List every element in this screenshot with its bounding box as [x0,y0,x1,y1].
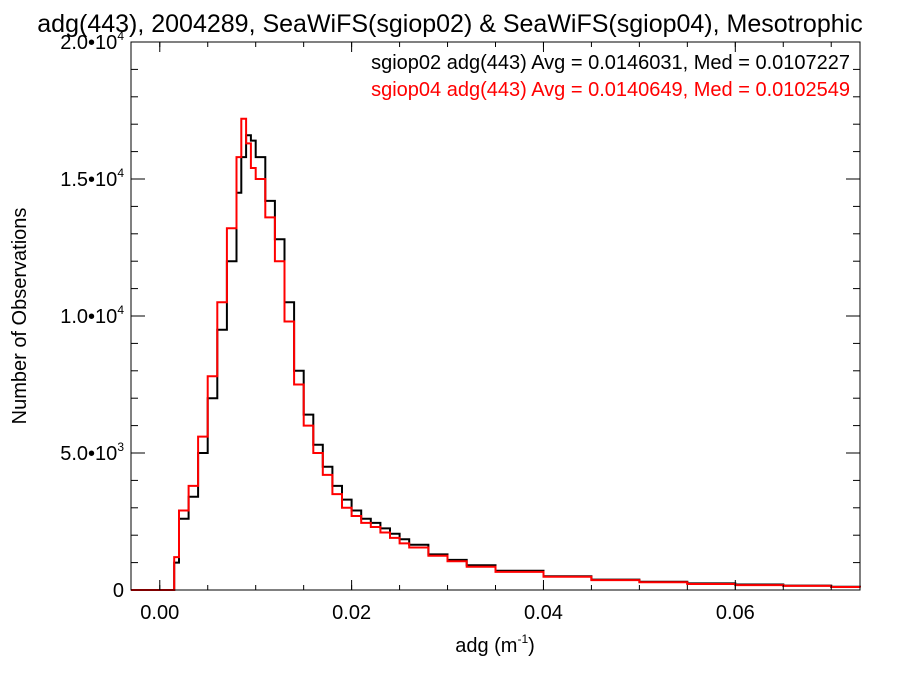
x-tick-label-2: 0.04 [524,602,563,624]
x-axis-label: adg (m-1) [455,632,535,657]
x-tick-label-0: 0.00 [140,602,179,624]
y-tick-label-4: 2.0•104 [60,29,124,54]
series-line-0 [131,134,861,591]
series-layer [131,117,861,591]
y-tick-label-3: 1.5•104 [60,166,124,191]
y-tick-label-0: 0 [113,580,124,602]
series-line-1 [131,117,861,591]
x-tick-label-1: 0.02 [332,602,371,624]
y-tick-label-2: 1.0•104 [60,303,124,328]
legend-entry-sgiop04: sgiop04 adg(443) Avg = 0.0140649, Med = … [371,79,850,101]
legend: sgiop02 adg(443) Avg = 0.0146031, Med = … [371,52,850,101]
y-tick-label-1: 5.0•103 [60,440,124,465]
x-axis: 0.00 0.02 0.04 0.06 [140,42,832,624]
legend-entry-sgiop02: sgiop02 adg(443) Avg = 0.0146031, Med = … [371,52,850,74]
y-axis-label: Number of Observations [9,208,31,425]
chart-title: adg(443), 2004289, SeaWiFS(sgiop02) & Se… [37,10,862,38]
y-axis: 0 5.0•103 1.0•104 1.5•104 2.0•104 [60,29,860,602]
x-tick-label-3: 0.06 [716,602,755,624]
